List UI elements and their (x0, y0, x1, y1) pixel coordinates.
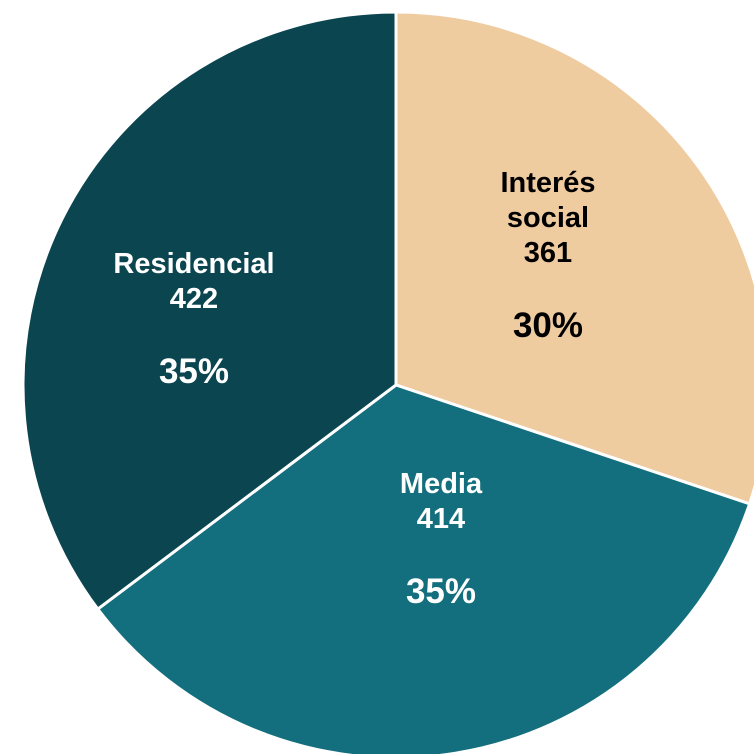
pie-slice (394, 10, 754, 506)
slice-name-label: Media (400, 468, 483, 500)
slice-value-label: 361 (524, 237, 572, 269)
pie-slice (21, 10, 398, 612)
slice-percent-label: 35% (159, 352, 229, 391)
pie-slices (21, 10, 754, 754)
slice-value-label: 414 (417, 503, 465, 535)
pie-slice (95, 383, 752, 754)
slice-percent-label: 30% (513, 306, 583, 345)
slice-name-label: Interés (500, 167, 595, 199)
slice-percent-label: 35% (406, 572, 476, 611)
slice-name-label: social (507, 202, 589, 234)
slice-value-label: 422 (170, 283, 218, 315)
slice-name-label: Residencial (113, 248, 274, 280)
